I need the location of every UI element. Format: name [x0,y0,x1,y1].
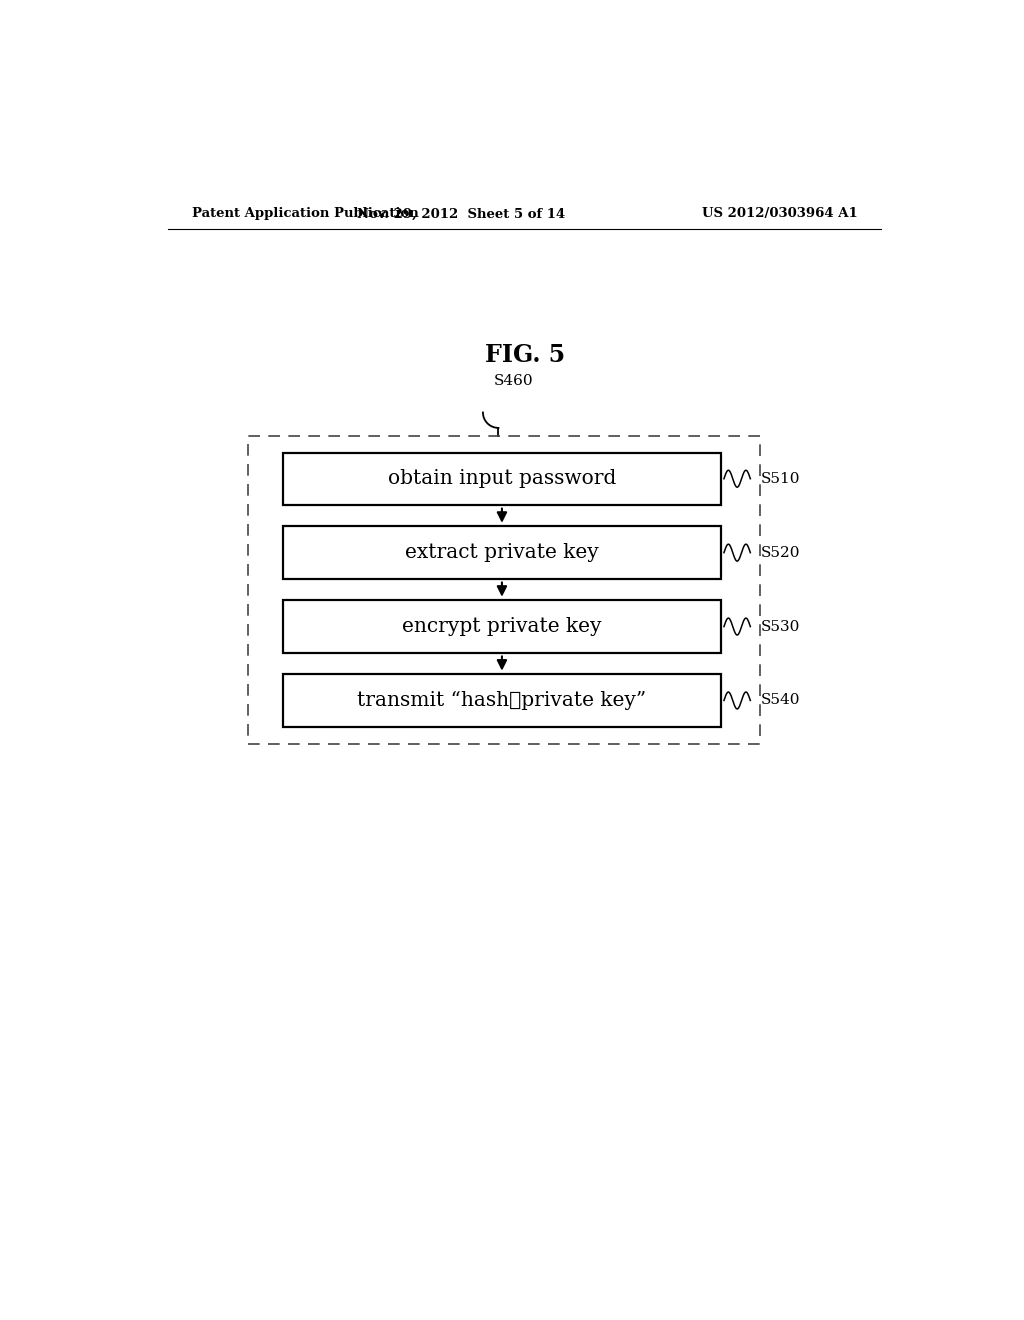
Text: extract private key: extract private key [406,543,599,562]
Bar [283,601,721,653]
Text: US 2012/0303964 A1: US 2012/0303964 A1 [702,207,858,220]
Text: FIG. 5: FIG. 5 [484,343,565,367]
Text: S520: S520 [761,545,801,560]
Text: Patent Application Publication: Patent Application Publication [191,207,418,220]
Bar [283,527,721,579]
Text: encrypt private key: encrypt private key [402,616,602,636]
Bar [248,436,760,743]
Text: S510: S510 [761,471,801,486]
Text: S460: S460 [494,374,534,388]
Text: Nov. 29, 2012  Sheet 5 of 14: Nov. 29, 2012 Sheet 5 of 14 [357,207,565,220]
Bar [283,453,721,506]
Bar [283,675,721,727]
Text: transmit “hashⓍprivate key”: transmit “hashⓍprivate key” [357,690,646,710]
Text: obtain input password: obtain input password [388,469,616,488]
Text: S540: S540 [761,693,801,708]
Text: S530: S530 [761,619,801,634]
